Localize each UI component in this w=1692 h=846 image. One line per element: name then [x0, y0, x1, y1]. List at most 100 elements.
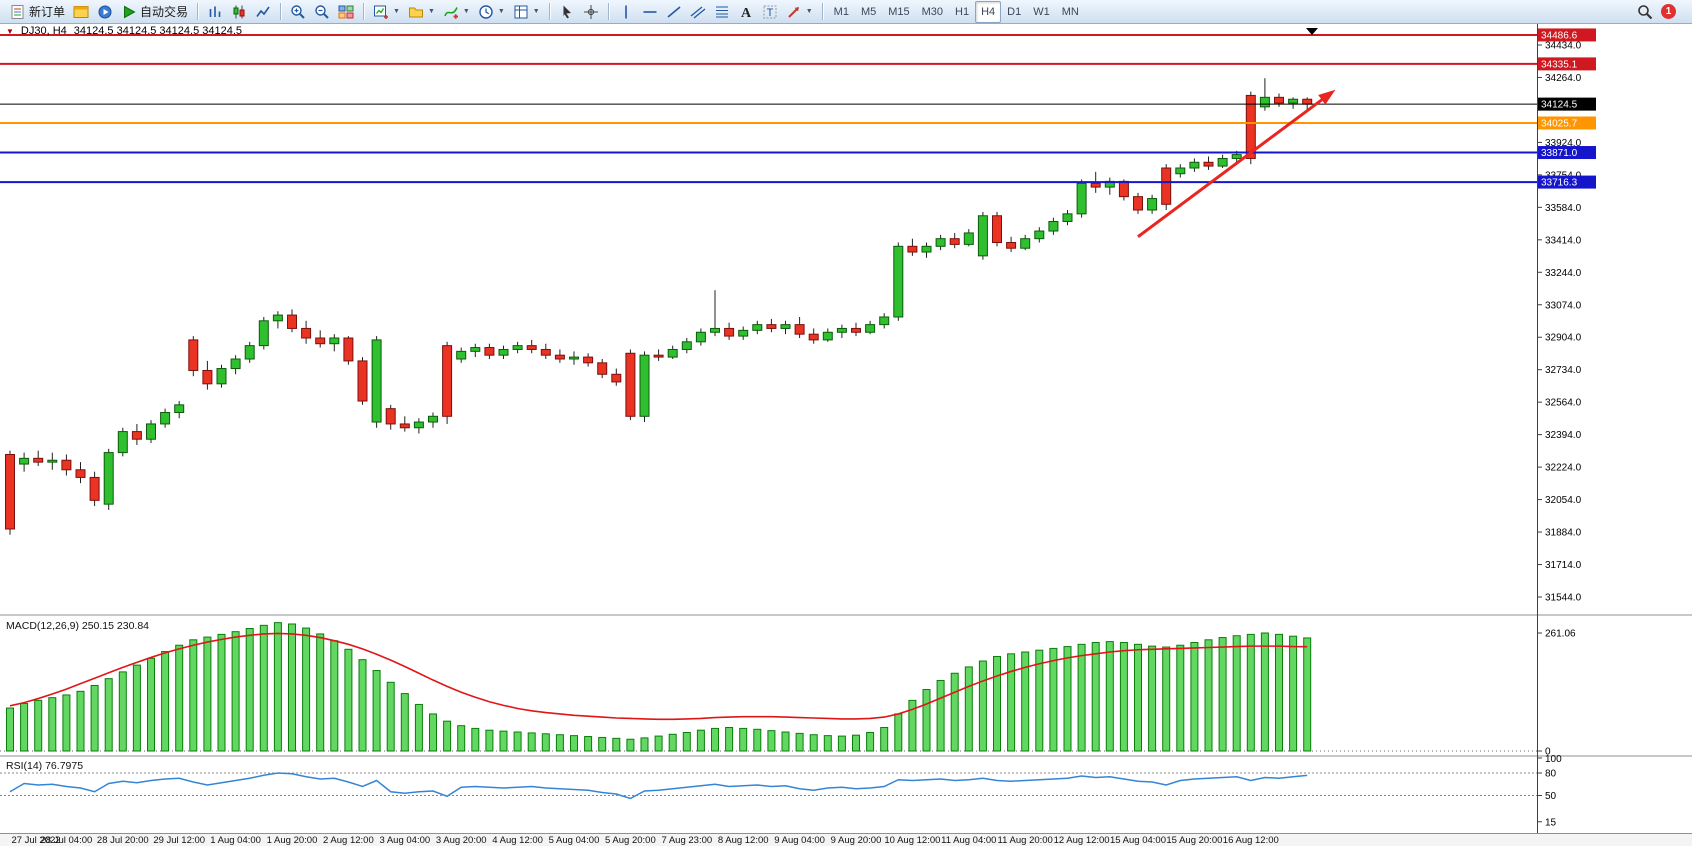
candle [1062, 210, 1073, 226]
date-label: 3 Aug 20:00 [436, 835, 487, 846]
candle [103, 448, 114, 510]
fibonacci-button[interactable] [710, 0, 734, 24]
new-chart-icon [373, 4, 389, 20]
candle [428, 412, 438, 428]
search-icon[interactable] [1637, 4, 1653, 20]
arrows-button[interactable]: ▼ [782, 0, 817, 24]
candle [287, 309, 297, 333]
candle [1203, 156, 1214, 170]
macd-histogram-bar [457, 725, 466, 752]
chart-window: 34434.034264.033924.033754.033584.033414… [0, 24, 1692, 846]
macd-histogram-bar [1303, 637, 1312, 752]
candle [146, 420, 156, 444]
timeframe-M5[interactable]: M5 [860, 5, 877, 18]
candle [1274, 93, 1284, 107]
macd-histogram-bar [1218, 637, 1227, 752]
date-label: 5 Aug 20:00 [605, 835, 656, 846]
candle [1006, 236, 1017, 253]
text-button[interactable]: A [734, 0, 758, 24]
date-label: 10 Aug 12:00 [884, 835, 940, 846]
macd-histogram-bar [1091, 642, 1100, 752]
zoom-out-button[interactable] [310, 0, 334, 24]
price-axis-label: 32564.0 [1545, 398, 1582, 409]
macd-histogram-bar [668, 733, 677, 752]
macd-histogram-bar [711, 727, 719, 752]
timeframe-D1[interactable]: D1 [1007, 5, 1022, 18]
macd-histogram-bar [908, 699, 917, 752]
macd-histogram-bar [1289, 635, 1298, 752]
timeframe-W1[interactable]: W1 [1033, 5, 1050, 18]
candle [484, 343, 495, 360]
price-axis-label: 33924.0 [1545, 138, 1582, 149]
price-axis-label: 31544.0 [1545, 592, 1582, 603]
candle [1020, 234, 1031, 251]
macd-histogram-bar [372, 670, 381, 752]
indicators-button[interactable]: ▼ [439, 0, 474, 24]
time-axis[interactable] [0, 834, 1692, 846]
macd-histogram-bar [1007, 653, 1016, 752]
rsi-axis-label: 80 [1545, 769, 1557, 780]
price-axis-label: 32904.0 [1545, 333, 1582, 344]
price-axis-label: 32734.0 [1545, 365, 1582, 376]
candle [174, 401, 185, 419]
macd-histogram-bar [485, 729, 494, 752]
candle [160, 408, 171, 428]
candle [935, 234, 946, 251]
candle [75, 462, 86, 484]
chart-shift-marker-icon[interactable] [1306, 28, 1318, 35]
horizontal-line-icon [642, 4, 658, 20]
vertical-line-button[interactable] [614, 0, 638, 24]
macd-histogram-bar [880, 726, 889, 752]
macd-histogram-bar [513, 731, 522, 752]
cursor-button[interactable] [555, 0, 579, 24]
channel-button[interactable] [686, 0, 710, 24]
toolbar-separator [548, 3, 550, 20]
timeframe-M30[interactable]: M30 [921, 5, 944, 18]
horizontal-line-button[interactable] [638, 0, 662, 24]
trend-arrow[interactable] [1137, 89, 1336, 238]
candle [1189, 158, 1200, 172]
candle [47, 452, 58, 470]
candle [131, 423, 142, 445]
notification-badge[interactable]: 1 [1661, 4, 1676, 19]
candle [33, 450, 44, 466]
candle [117, 427, 128, 457]
timeframe-M15[interactable]: M15 [888, 5, 910, 18]
templates-button[interactable]: ▼ [509, 0, 544, 24]
macd-histogram-bar [1148, 645, 1157, 752]
macd-histogram-bar [344, 648, 353, 752]
candle [61, 454, 72, 476]
macd-histogram-bar [288, 623, 296, 752]
tile-windows-button[interactable] [334, 0, 358, 24]
strategy-tester-button[interactable] [93, 0, 117, 24]
candlestick-button[interactable] [227, 0, 251, 24]
macd-histogram-bar [1246, 633, 1255, 752]
profiles-button[interactable]: ▼ [404, 0, 439, 24]
date-label: 16 Aug 12:00 [1223, 835, 1279, 846]
candle [272, 311, 283, 329]
macd-histogram-bar [386, 681, 395, 752]
new-chart-button[interactable]: ▼ [369, 0, 404, 24]
profiles-icon [408, 4, 424, 20]
autotrading-button[interactable]: 自动交易 [117, 0, 192, 24]
rsi-layer [0, 772, 1537, 800]
macd-histogram-bar [1176, 644, 1185, 752]
new-order-button[interactable]: 新订单 [6, 0, 69, 24]
timeframe-M1[interactable]: M1 [833, 5, 849, 18]
label-button[interactable]: T [758, 0, 782, 24]
timeframe-H1[interactable]: H1 [955, 5, 970, 18]
macd-histogram-bar [132, 664, 141, 752]
terminal-button[interactable] [69, 0, 93, 24]
periods-button[interactable]: ▼ [474, 0, 509, 24]
zoom-in-button[interactable] [286, 0, 310, 24]
crosshair-button[interactable] [579, 0, 603, 24]
macd-histogram-bar [1134, 643, 1142, 752]
bar-chart-button[interactable] [203, 0, 227, 24]
candle [865, 320, 876, 335]
trendline-button[interactable] [662, 0, 686, 24]
line-chart-button[interactable] [251, 0, 275, 24]
timeframe-MN[interactable]: MN [1061, 5, 1079, 18]
timeframe-H4[interactable]: H4 [975, 0, 1002, 23]
date-label: 7 Aug 23:00 [661, 835, 712, 846]
macd-histogram-bar [414, 703, 423, 752]
